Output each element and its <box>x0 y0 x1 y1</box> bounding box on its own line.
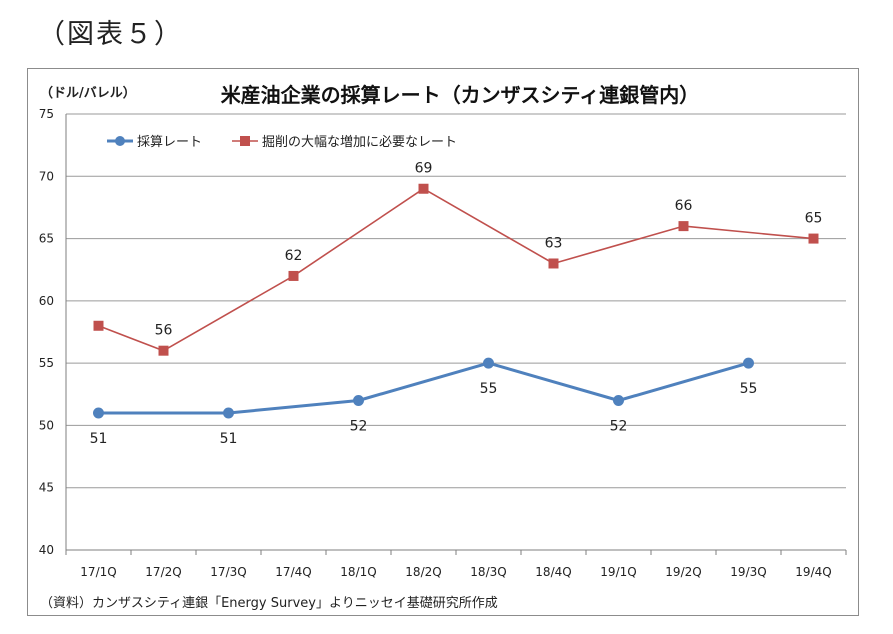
data-label-red-19-2Q: 66 <box>675 198 693 214</box>
y-tick-label-45: 45 <box>39 481 54 495</box>
x-tick-label-19-3Q: 19/3Q <box>730 565 766 579</box>
data-label-red-17-2Q: 56 <box>155 323 173 339</box>
y-tick-label-40: 40 <box>39 543 54 557</box>
y-tick-label-65: 65 <box>39 232 54 246</box>
chart-frame <box>27 68 859 616</box>
source-note: （資料）カンザスシティ連銀「Energy Survey」よりニッセイ基礎研究所作… <box>40 596 498 611</box>
data-point-blue-18-3Q <box>483 357 494 369</box>
data-point-blue-18-1Q <box>353 395 364 407</box>
data-point-blue-17-3Q <box>223 407 234 419</box>
data-label-red-18-4Q: 63 <box>545 235 563 251</box>
x-tick-label-17-3Q: 17/3Q <box>210 565 246 579</box>
x-tick-label-18-1Q: 18/1Q <box>340 565 376 579</box>
x-tick-label-19-4Q: 19/4Q <box>795 565 831 579</box>
x-tick-label-18-4Q: 18/4Q <box>535 565 571 579</box>
data-point-red-17-2Q <box>158 345 169 356</box>
data-point-red-19-2Q <box>678 221 689 232</box>
data-label-red-19-4Q: 65 <box>805 211 823 227</box>
y-tick-label-55: 55 <box>39 356 54 370</box>
x-tick-label-18-2Q: 18/2Q <box>405 565 441 579</box>
legend-label-0: 採算レート <box>137 135 202 150</box>
x-tick-label-17-4Q: 17/4Q <box>275 565 311 579</box>
y-axis-unit-label: （ドル/バレル） <box>40 86 136 101</box>
data-point-red-17-1Q <box>93 320 104 331</box>
data-point-blue-19-3Q <box>743 357 754 369</box>
data-point-red-18-4Q <box>548 258 559 269</box>
series-line-1 <box>98 187 814 352</box>
y-tick-label-75: 75 <box>39 107 54 121</box>
y-tick-label-50: 50 <box>39 418 54 432</box>
series-line-0 <box>98 361 749 415</box>
data-label-blue-17-3Q: 51 <box>220 431 238 447</box>
data-label-blue-19-1Q: 52 <box>610 419 628 435</box>
x-tick-label-19-2Q: 19/2Q <box>665 565 701 579</box>
chart-title: 米産油企業の採算レート（カンザスシティ連銀管内） <box>220 83 700 107</box>
data-label-blue-17-1Q: 51 <box>90 431 108 447</box>
y-tick-label-60: 60 <box>39 294 54 308</box>
x-tick-label-17-2Q: 17/2Q <box>145 565 181 579</box>
x-tick-label-17-1Q: 17/1Q <box>80 565 116 579</box>
figure-label: （図表５） <box>38 19 183 50</box>
data-point-red-19-4Q <box>808 233 819 244</box>
y-tick-label-70: 70 <box>39 169 54 183</box>
data-label-red-18-2Q: 69 <box>415 161 433 177</box>
data-point-blue-19-1Q <box>613 395 624 407</box>
x-tick-label-18-3Q: 18/3Q <box>470 565 506 579</box>
legend-marker-square <box>240 136 250 146</box>
data-label-blue-19-3Q: 55 <box>740 381 758 397</box>
legend-marker-circle <box>115 136 125 146</box>
data-point-red-18-2Q <box>418 183 429 194</box>
x-tick-label-19-1Q: 19/1Q <box>600 565 636 579</box>
data-label-blue-18-1Q: 52 <box>350 419 368 435</box>
legend-label-1: 掘削の大幅な増加に必要なレート <box>262 135 457 150</box>
data-label-blue-18-3Q: 55 <box>480 381 498 397</box>
data-label-red-17-4Q: 62 <box>285 248 303 264</box>
data-point-red-17-4Q <box>288 270 299 281</box>
data-point-blue-17-1Q <box>93 407 104 419</box>
